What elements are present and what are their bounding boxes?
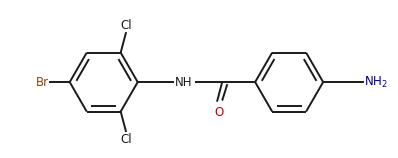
Text: O: O: [215, 106, 224, 119]
Text: NH: NH: [175, 76, 193, 89]
Text: Cl: Cl: [120, 133, 132, 146]
Text: NH$_2$: NH$_2$: [364, 75, 388, 90]
Text: Br: Br: [36, 76, 49, 89]
Text: Cl: Cl: [120, 18, 132, 32]
